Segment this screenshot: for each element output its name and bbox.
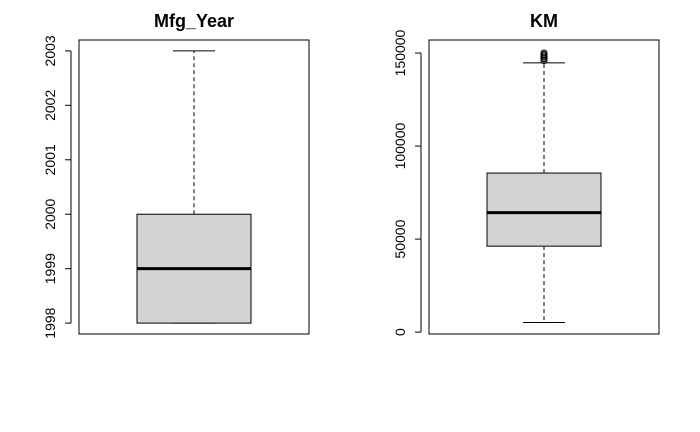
box-marks (486, 49, 602, 323)
y-axis: 0 50000 100000 150000 (392, 29, 422, 336)
y-tick-label: 1999 (42, 253, 58, 284)
panel-mfg-year: Mfg_Year 1998 1999 2000 2001 2002 2003 (42, 11, 310, 339)
y-axis: 1998 1999 2000 2001 2002 2003 (42, 35, 72, 339)
plot-frame (428, 39, 660, 335)
y-tick-label: 1998 (42, 307, 58, 338)
box-marks (136, 50, 252, 324)
panel-title: Mfg_Year (154, 11, 234, 31)
y-tick-label: 2001 (42, 144, 58, 175)
y-tick-label: 2002 (42, 90, 58, 121)
panel-km: KM 0 50000 100000 150000 (392, 11, 660, 336)
outlier-point (540, 49, 548, 57)
y-tick-label: 150000 (392, 29, 408, 76)
panel-title: KM (530, 11, 558, 31)
plot-frame (78, 39, 310, 335)
y-tick-label: 2000 (42, 198, 58, 229)
iqr-box (486, 172, 602, 247)
y-tick-label: 0 (392, 328, 408, 336)
y-tick-label: 100000 (392, 122, 408, 169)
y-tick-label: 2003 (42, 35, 58, 66)
y-tick-label: 50000 (392, 219, 408, 258)
